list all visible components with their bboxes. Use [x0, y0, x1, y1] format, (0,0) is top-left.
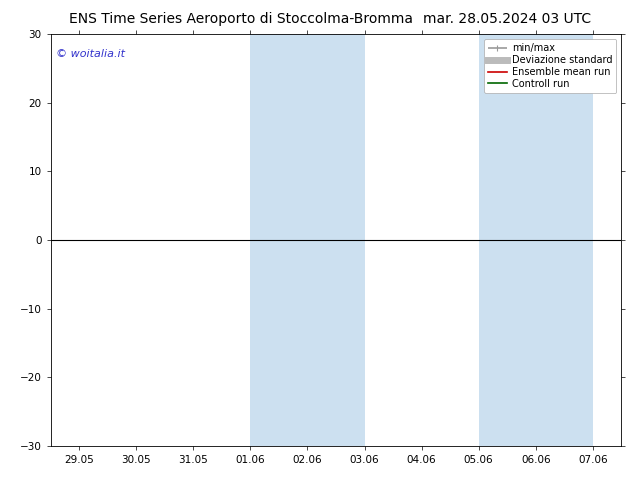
Bar	[479, 34, 593, 446]
Text: ENS Time Series Aeroporto di Stoccolma-Bromma: ENS Time Series Aeroporto di Stoccolma-B…	[69, 12, 413, 26]
Legend: min/max, Deviazione standard, Ensemble mean run, Controll run: min/max, Deviazione standard, Ensemble m…	[484, 39, 616, 93]
Text: mar. 28.05.2024 03 UTC: mar. 28.05.2024 03 UTC	[423, 12, 592, 26]
Bar	[250, 34, 365, 446]
Text: © woitalia.it: © woitalia.it	[56, 49, 126, 59]
